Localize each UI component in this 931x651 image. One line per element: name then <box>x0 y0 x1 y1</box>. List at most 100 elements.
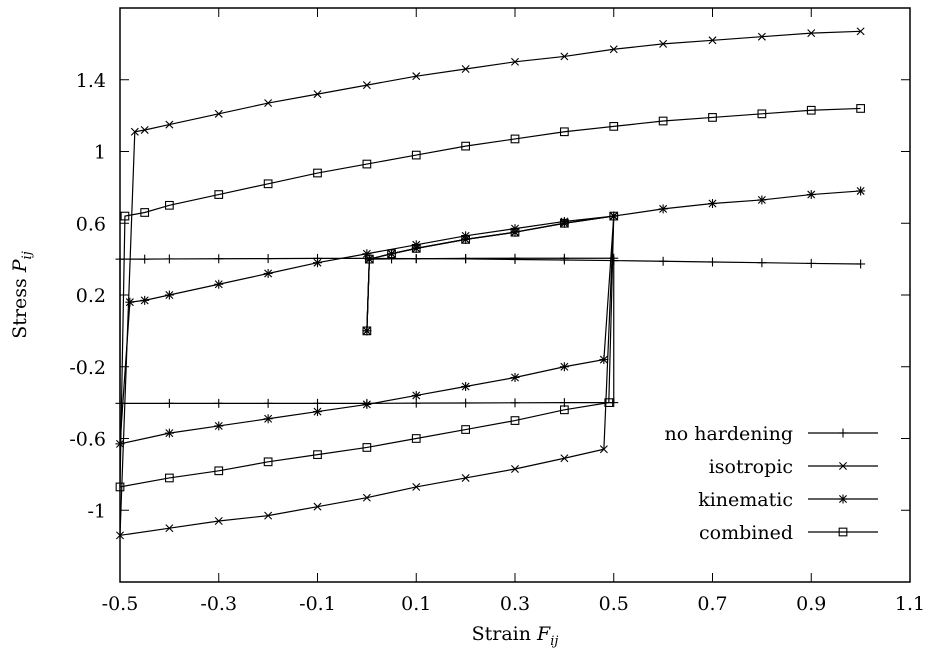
series-no-hardening <box>115 253 866 408</box>
x-axis-title-symbol: F <box>536 623 551 645</box>
data-point <box>411 150 421 160</box>
data-point <box>599 355 609 365</box>
data-point <box>604 398 614 407</box>
data-point <box>364 254 374 264</box>
data-point <box>461 473 470 482</box>
data-point <box>708 257 717 267</box>
data-point <box>609 211 619 221</box>
data-point <box>510 373 520 383</box>
data-point <box>165 120 174 129</box>
data-point <box>263 398 273 408</box>
series-line <box>119 107 861 488</box>
data-point <box>806 190 816 200</box>
data-point <box>164 398 174 408</box>
axis-ticks <box>119 8 911 582</box>
data-point <box>838 527 848 537</box>
data-point <box>214 109 223 118</box>
data-point <box>263 414 273 424</box>
data-point <box>116 531 124 540</box>
y-axis-title: Stress Pij <box>9 251 35 339</box>
data-point <box>757 109 767 119</box>
legend-label: kinematic <box>698 489 793 511</box>
data-point <box>165 200 174 210</box>
series-kinematic <box>115 186 866 449</box>
data-point <box>757 32 766 41</box>
data-point <box>510 398 520 408</box>
data-point <box>313 168 322 178</box>
x-axis-title-prefix: Strain <box>472 623 537 645</box>
data-point <box>115 254 125 264</box>
y-tick-label: 1.4 <box>76 70 106 92</box>
data-point <box>461 425 470 434</box>
data-point <box>313 502 322 511</box>
data-point <box>165 473 174 483</box>
data-point <box>658 116 668 126</box>
data-point <box>313 407 322 417</box>
y-axis-title-subscript: ij <box>20 251 35 259</box>
x-tick-label: 0.5 <box>599 593 629 615</box>
legend: no hardening isotropic kinematic combined <box>665 423 878 544</box>
legend-item: kinematic <box>698 489 878 511</box>
data-point <box>856 104 865 113</box>
data-point <box>708 113 717 122</box>
data-point <box>313 450 322 460</box>
data-point <box>115 439 125 449</box>
data-point <box>658 204 668 214</box>
data-point <box>214 254 224 264</box>
data-point <box>362 326 372 336</box>
data-point <box>806 258 816 268</box>
data-point <box>214 398 224 408</box>
y-axis-title-prefix: Stress <box>9 272 31 339</box>
data-point <box>263 457 273 467</box>
data-point <box>658 256 668 266</box>
x-tick-label: 0.1 <box>401 593 431 615</box>
data-point <box>461 398 471 408</box>
data-point <box>461 254 471 264</box>
y-tick-label: -0.2 <box>69 357 106 379</box>
x-tick-label: -0.5 <box>102 593 139 615</box>
data-point <box>839 462 847 470</box>
data-point <box>510 254 520 264</box>
series-combined <box>115 104 865 492</box>
data-point <box>362 159 372 169</box>
legend-label: combined <box>699 522 793 544</box>
data-point <box>559 127 569 137</box>
x-tick-label: 1.1 <box>895 593 925 615</box>
data-point <box>560 454 569 463</box>
series-line <box>119 257 861 404</box>
data-point <box>461 141 470 151</box>
data-point <box>362 399 372 409</box>
data-point <box>599 445 608 454</box>
data-point <box>411 243 421 253</box>
data-point <box>165 524 174 533</box>
data-point <box>214 279 224 289</box>
data-point <box>140 295 150 305</box>
data-point <box>164 254 174 264</box>
data-point <box>559 255 569 265</box>
data-point <box>609 398 619 408</box>
data-point <box>511 465 519 473</box>
data-point <box>264 511 273 520</box>
data-point <box>115 482 125 492</box>
data-point <box>313 258 322 268</box>
x-tick-label: -0.3 <box>200 593 237 615</box>
data-point <box>140 208 150 217</box>
data-point <box>387 249 396 259</box>
data-point <box>461 64 470 73</box>
data-point <box>411 390 421 400</box>
data-point <box>461 381 471 391</box>
data-point <box>120 211 130 221</box>
x-tick-label: 0.7 <box>697 593 727 615</box>
data-point <box>559 405 569 415</box>
series-line <box>119 190 861 445</box>
data-point <box>130 127 139 136</box>
x-tick-label: -0.1 <box>299 593 336 615</box>
x-axis-title: Strain Fij <box>472 623 559 649</box>
data-point <box>609 45 618 54</box>
data-point <box>856 186 866 196</box>
data-point <box>757 195 767 205</box>
y-tick-label: -0.6 <box>69 429 106 451</box>
data-point <box>807 29 816 38</box>
data-point <box>411 398 421 408</box>
data-point <box>263 268 273 278</box>
